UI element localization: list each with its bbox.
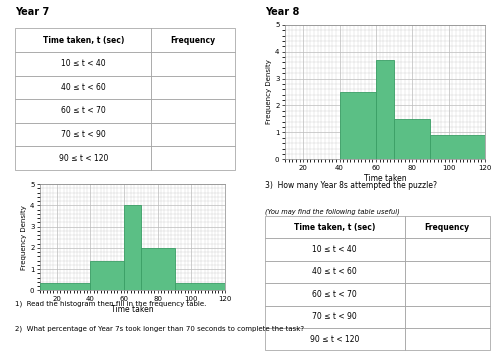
Bar [174,283,225,290]
Text: (You may find the following table useful): (You may find the following table useful… [265,209,400,216]
Bar [340,92,376,159]
X-axis label: Time taken: Time taken [111,304,154,314]
Bar [90,261,124,290]
Bar [394,119,430,159]
X-axis label: Time taken: Time taken [364,173,406,183]
Bar [40,283,90,290]
Y-axis label: Frequency Density: Frequency Density [266,59,272,125]
Text: 2)  What percentage of Year 7s took longer than 70 seconds to complete the task?: 2) What percentage of Year 7s took longe… [15,326,304,332]
Bar [376,60,394,159]
Text: 1)  Read the histogram then fill in the frequency table.: 1) Read the histogram then fill in the f… [15,301,206,307]
Text: 3)  How many Year 8s attempted the puzzle?: 3) How many Year 8s attempted the puzzle… [265,181,437,189]
Y-axis label: Frequency Density: Frequency Density [21,205,27,270]
Text: Year 8: Year 8 [265,7,300,17]
Text: Year 7: Year 7 [15,7,49,17]
Bar [141,248,174,290]
Bar [124,205,141,290]
Bar [430,135,485,159]
